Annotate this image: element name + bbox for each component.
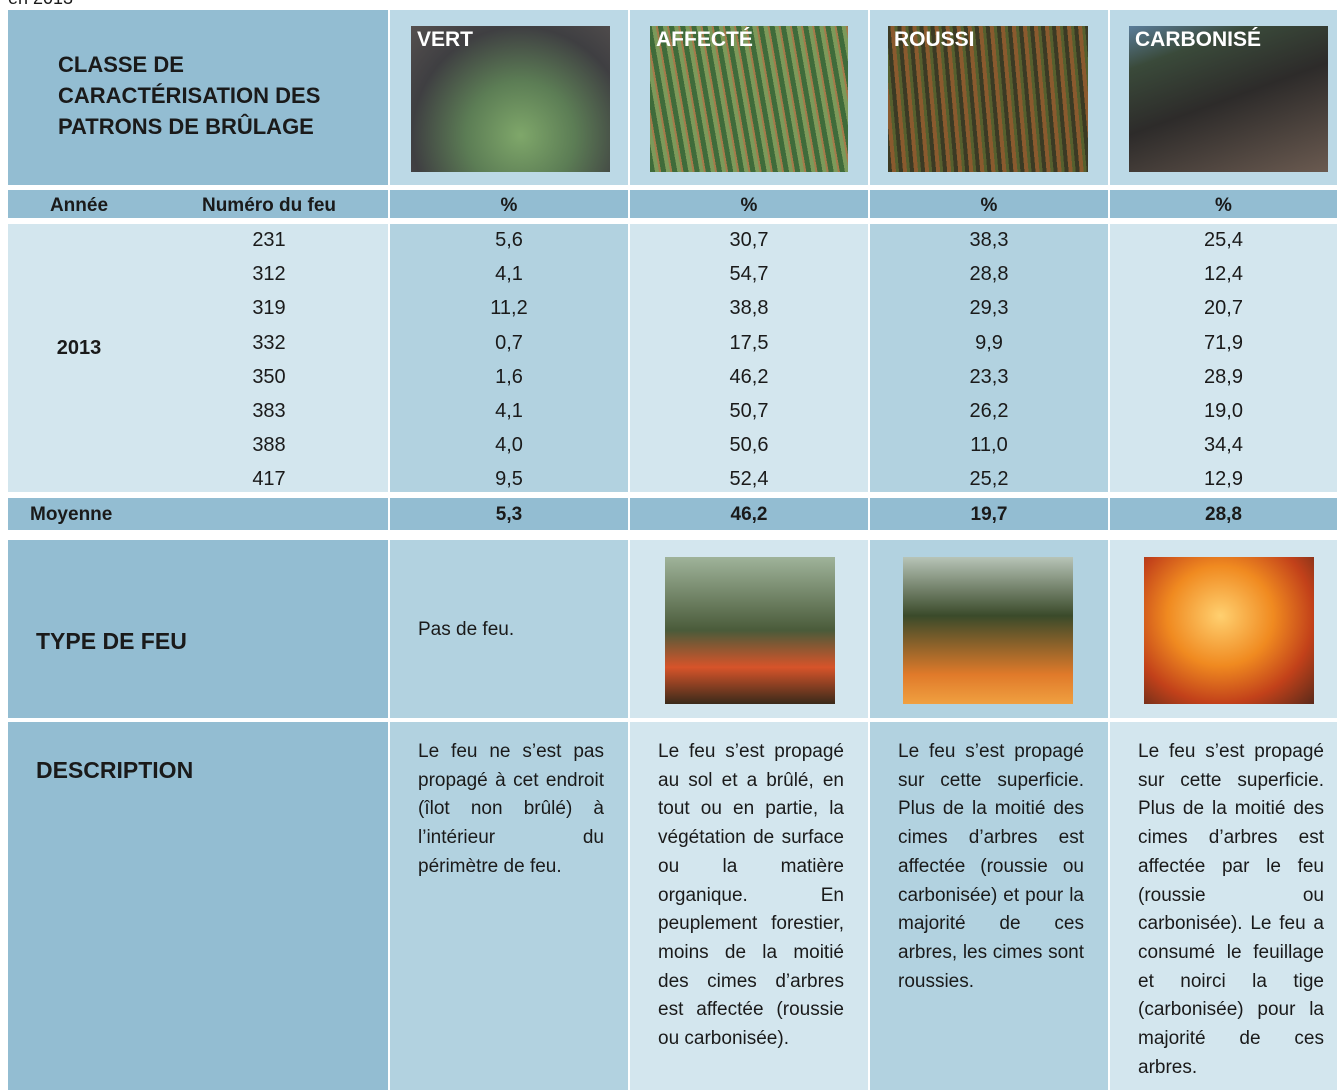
cell-value: 19,0 xyxy=(1110,400,1337,423)
class-label: VERT xyxy=(417,28,607,52)
cell-value: 50,7 xyxy=(630,400,868,423)
cell-value: 26,2 xyxy=(870,400,1108,423)
cell-value: 52,4 xyxy=(630,468,868,491)
photo-fire-surface xyxy=(665,557,835,704)
cell-value: 30,7 xyxy=(630,229,868,252)
cell-value: 11,2 xyxy=(390,297,628,320)
cell-value: 20,7 xyxy=(1110,297,1337,320)
description-label: DESCRIPTION xyxy=(36,757,366,784)
cell-value: 29,3 xyxy=(870,297,1108,320)
cell-value: 0,7 xyxy=(390,332,628,355)
column-header: Numéro du feu xyxy=(150,195,388,217)
cell-value: 28,9 xyxy=(1110,366,1337,389)
cell-value: 50,6 xyxy=(630,434,868,457)
cell-value: 388 xyxy=(150,434,388,457)
header-title: PATRONS DE BRÛLAGE xyxy=(58,114,378,140)
average-label: Moyenne xyxy=(30,504,330,526)
average-value: 46,2 xyxy=(630,504,868,526)
cell-value: 417 xyxy=(150,468,388,491)
photo-fire-crown xyxy=(903,557,1073,704)
cell-value: 4,1 xyxy=(390,400,628,423)
column-header: % xyxy=(630,195,868,217)
cell-value: 231 xyxy=(150,229,388,252)
header-title: CARACTÉRISATION DES xyxy=(58,83,378,109)
cell-value: 25,2 xyxy=(870,468,1108,491)
caption: en 2013 xyxy=(8,0,208,9)
cell-value: 383 xyxy=(150,400,388,423)
class-label: AFFECTÉ xyxy=(656,28,846,52)
page: en 2013 CLASSE DE CARACTÉRISATION DES PATRO… xyxy=(0,0,1337,1090)
column-header: % xyxy=(1110,195,1337,217)
description-text: Le feu ne s’est pas propagé à cet endroi… xyxy=(418,738,604,882)
cell-value: 12,9 xyxy=(1110,468,1337,491)
column-header: % xyxy=(870,195,1108,217)
cell-value: 23,3 xyxy=(870,366,1108,389)
description-text: Le feu s’est propagé sur cette superfici… xyxy=(1138,738,1324,1082)
cell-value: 11,0 xyxy=(870,434,1108,457)
cell-value: 12,4 xyxy=(1110,263,1337,286)
class-label: ROUSSI xyxy=(894,28,1084,52)
photo-fire-full xyxy=(1144,557,1314,704)
cell-value: 4,1 xyxy=(390,263,628,286)
cell-value: 28,8 xyxy=(870,263,1108,286)
cell-value: 38,3 xyxy=(870,229,1108,252)
cell-value: 4,0 xyxy=(390,434,628,457)
cell-value: 319 xyxy=(150,297,388,320)
cell-value: 332 xyxy=(150,332,388,355)
column-header: Année xyxy=(8,195,150,217)
fire-type-label: TYPE DE FEU xyxy=(36,628,366,655)
cell-value: 71,9 xyxy=(1110,332,1337,355)
average-value: 5,3 xyxy=(390,504,628,526)
cell-value: 34,4 xyxy=(1110,434,1337,457)
cell-value: 46,2 xyxy=(630,366,868,389)
description-text: Le feu s’est propagé sur cette superfici… xyxy=(898,738,1084,996)
cell-value: 38,8 xyxy=(630,297,868,320)
cell-value: 54,7 xyxy=(630,263,868,286)
cell-value: 5,6 xyxy=(390,229,628,252)
average-value: 19,7 xyxy=(870,504,1108,526)
year: 2013 xyxy=(8,337,150,360)
header-title: CLASSE DE xyxy=(58,52,378,78)
fire-type-text: Pas de feu. xyxy=(418,619,618,641)
cell-value: 1,6 xyxy=(390,366,628,389)
column-header: % xyxy=(390,195,628,217)
cell-value: 9,5 xyxy=(390,468,628,491)
description-text: Le feu s’est propagé au sol et a brûlé, … xyxy=(658,738,844,1054)
cell-value: 25,4 xyxy=(1110,229,1337,252)
cell-value: 17,5 xyxy=(630,332,868,355)
cell-value: 350 xyxy=(150,366,388,389)
cell-value: 312 xyxy=(150,263,388,286)
cell-value: 9,9 xyxy=(870,332,1108,355)
class-label: CARBONISÉ xyxy=(1135,28,1325,52)
average-value: 28,8 xyxy=(1110,504,1337,526)
